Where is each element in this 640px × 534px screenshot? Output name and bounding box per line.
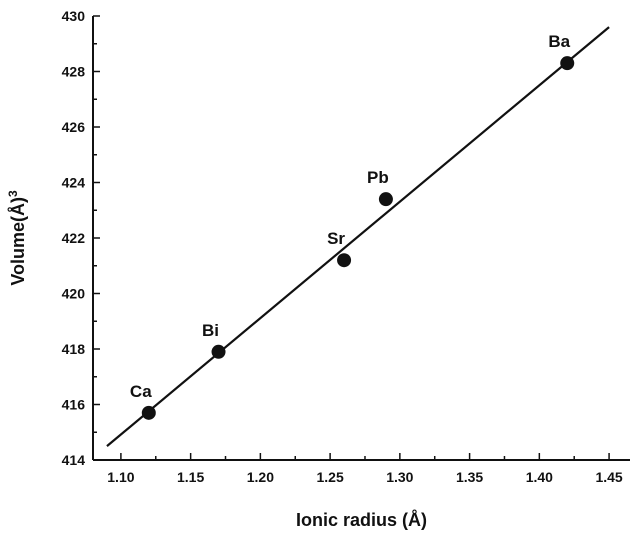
y-axis-title-superscript: 3 <box>6 190 20 197</box>
point-label-bi: Bi <box>202 321 219 340</box>
y-tick-label: 422 <box>62 230 86 246</box>
data-point-bi <box>211 344 226 359</box>
y-axis-title-main: Volume(Å) <box>8 197 28 286</box>
y-tick-label: 414 <box>62 452 86 468</box>
y-tick-label: 424 <box>62 175 86 191</box>
x-tick-label: 1.15 <box>177 469 204 485</box>
y-tick-label: 430 <box>62 8 86 24</box>
y-axis-title: Volume(Å)3 <box>6 190 28 286</box>
ticks-layer: 414 416 418 420 422 424 426 428 430 1.10 1.15 1.20 1… <box>62 8 623 485</box>
x-tick-label: 1.35 <box>456 469 483 485</box>
point-label-pb: Pb <box>367 168 389 187</box>
data-point-sr <box>337 253 352 268</box>
y-tick-label: 420 <box>62 286 86 302</box>
data-point-pb <box>378 192 393 207</box>
y-tick-label: 428 <box>62 64 86 80</box>
x-tick-label: 1.30 <box>386 469 413 485</box>
y-tick-label: 426 <box>62 119 86 135</box>
points-layer <box>141 56 575 420</box>
x-tick-label: 1.20 <box>247 469 274 485</box>
x-tick-label: 1.10 <box>107 469 134 485</box>
point-label-ca: Ca <box>130 382 152 401</box>
y-tick-label: 416 <box>62 397 86 413</box>
x-tick-label: 1.25 <box>316 469 343 485</box>
x-axis-title: Ionic radius (Å) <box>296 510 427 530</box>
y-tick-label: 418 <box>62 341 86 357</box>
point-label-ba: Ba <box>548 32 570 51</box>
data-point-ba <box>560 56 575 71</box>
x-tick-label: 1.45 <box>595 469 622 485</box>
fit-line-layer <box>106 26 610 447</box>
data-point-ca <box>141 405 156 420</box>
point-label-sr: Sr <box>327 229 345 248</box>
x-tick-label: 1.40 <box>526 469 553 485</box>
linear-fit-line <box>106 26 610 447</box>
labels-layer: Ca Bi Sr Pb Ba <box>130 32 571 401</box>
axes-layer <box>92 16 630 461</box>
